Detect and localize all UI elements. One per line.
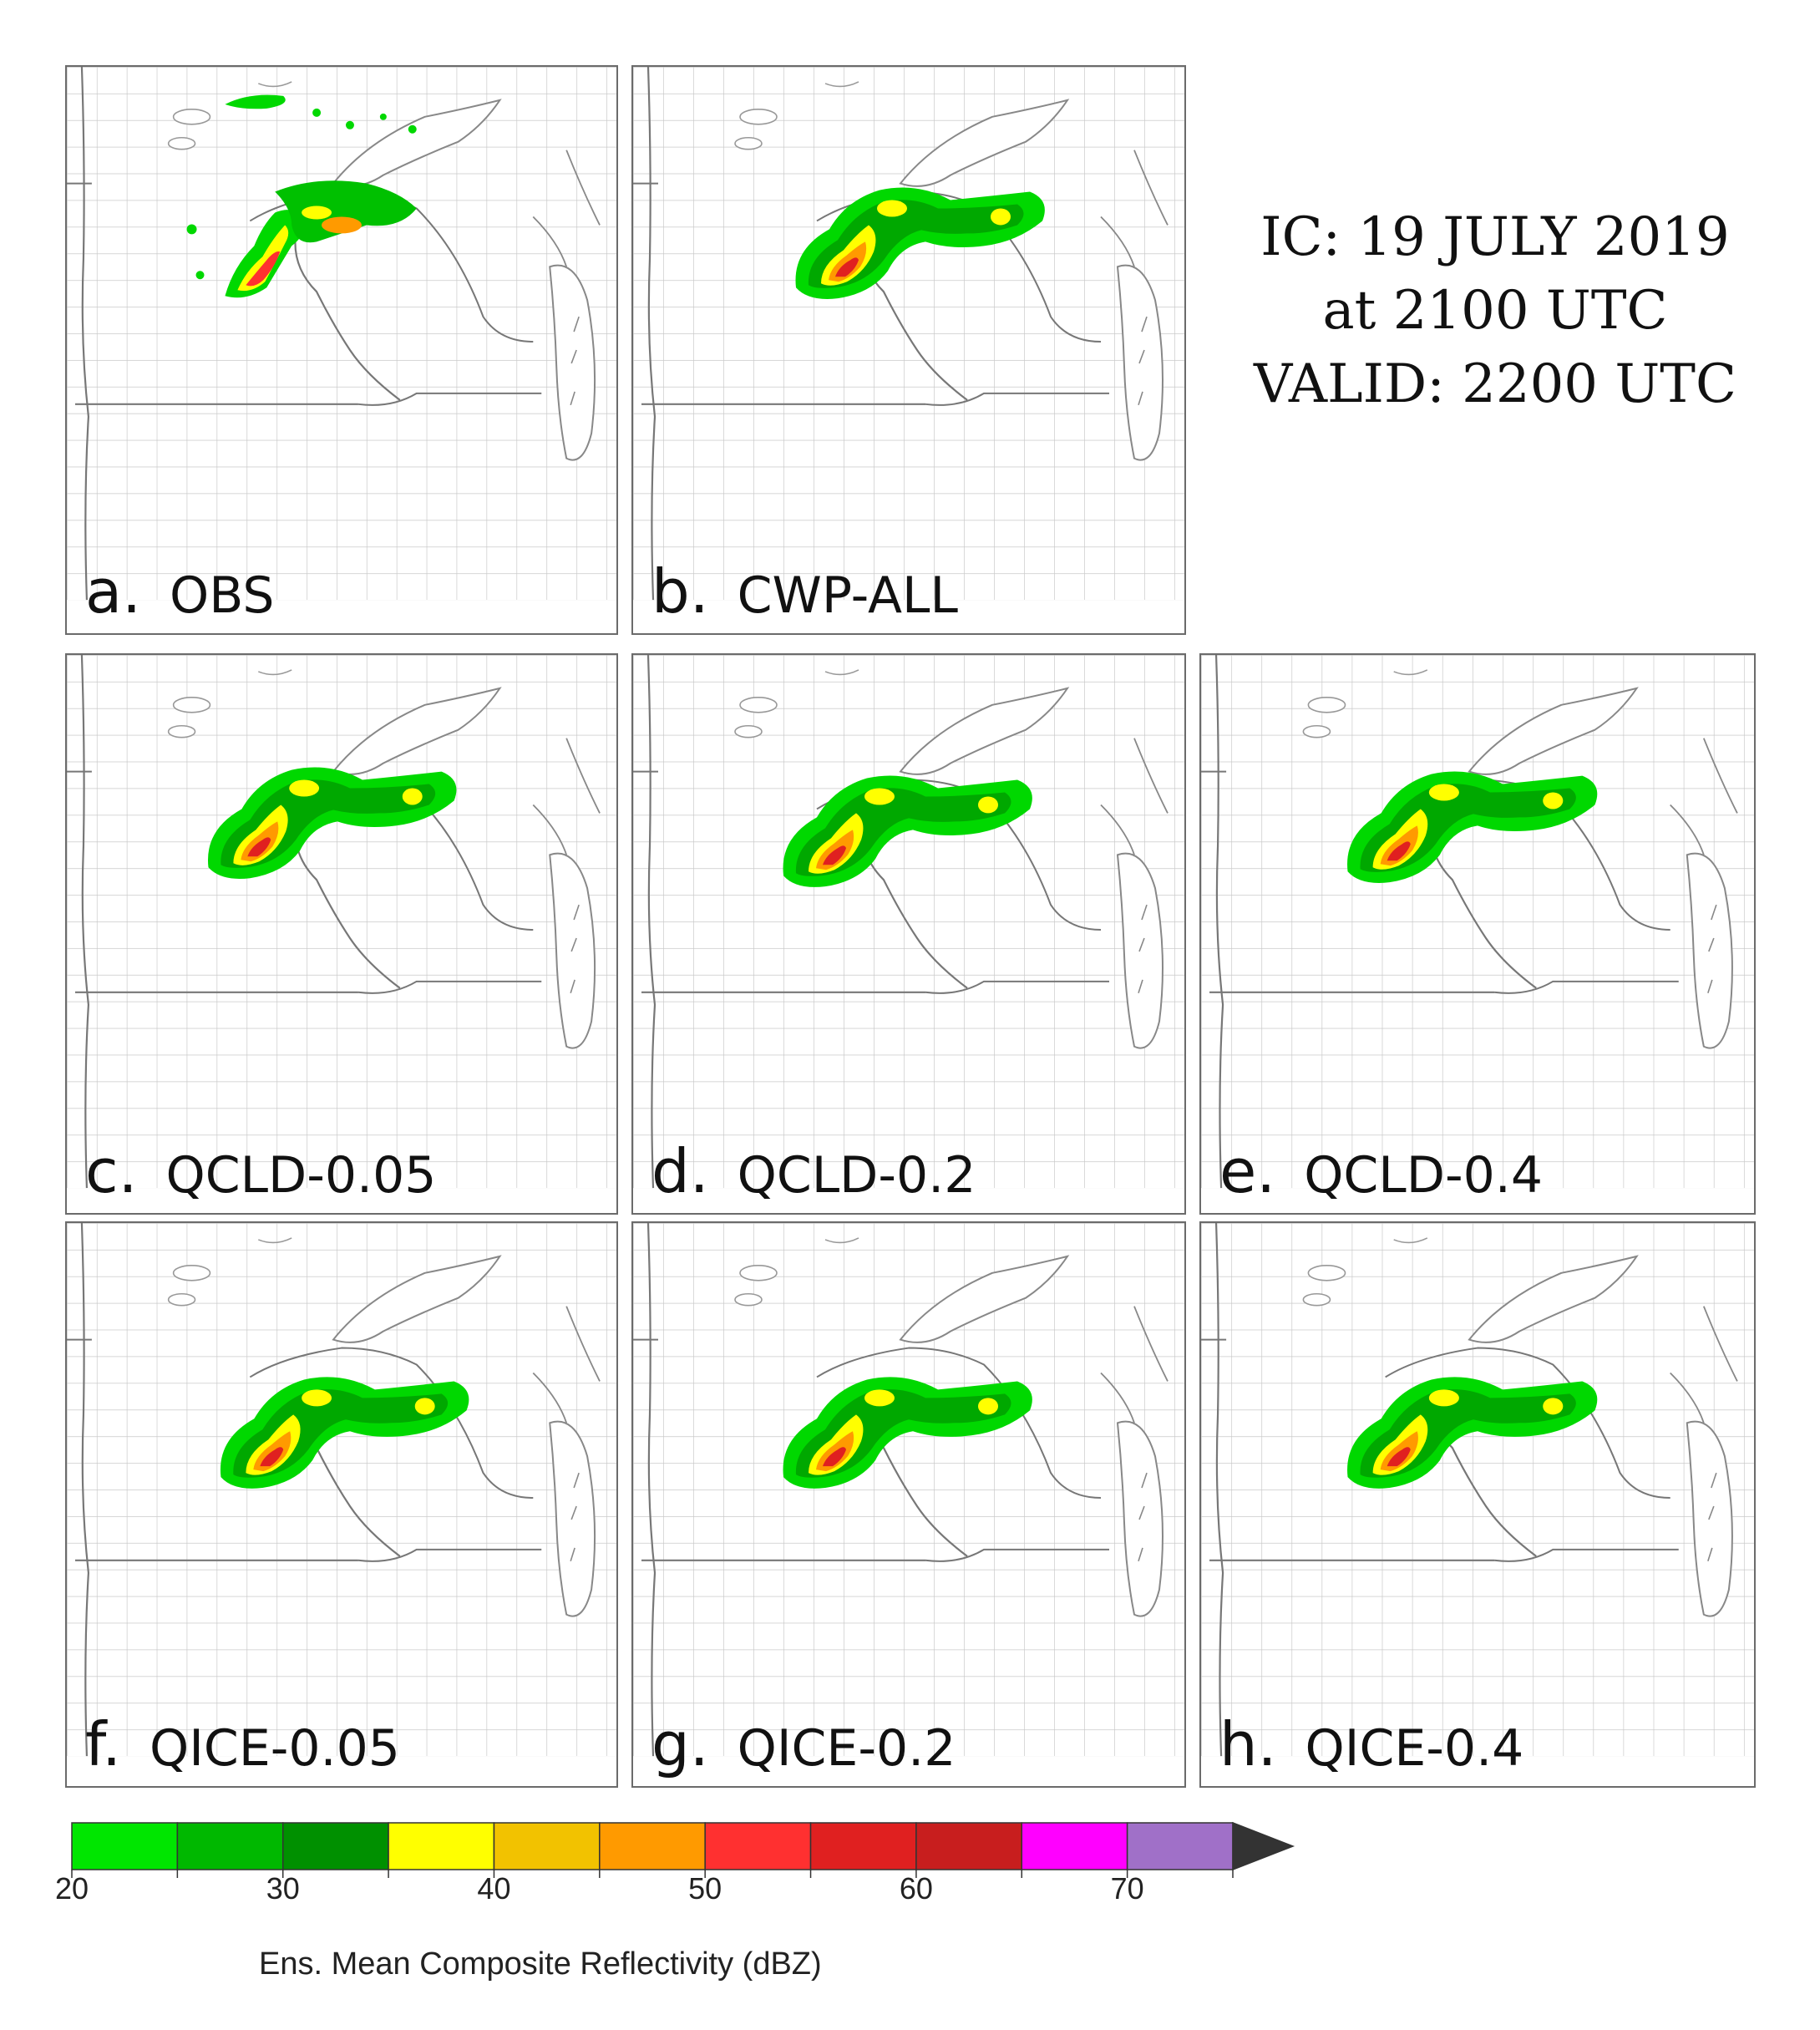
colorbar-bin [809, 1822, 917, 1870]
panel-name: QCLD-0.05 [165, 1146, 437, 1205]
colorbar-bin [176, 1822, 284, 1870]
basemap [67, 67, 616, 601]
panel-letter: e. [1219, 1136, 1276, 1206]
basemap [633, 655, 1184, 1190]
panel-name: QICE-0.05 [150, 1719, 400, 1778]
panel-letter: a. [85, 556, 142, 627]
colorbar-bin [915, 1822, 1023, 1870]
colorbar-bin [71, 1822, 179, 1870]
panel-b: b. CWP-ALL [631, 65, 1186, 635]
colorbar-bin [388, 1822, 495, 1870]
colorbar [71, 1821, 1295, 1878]
colorbar-bin [599, 1822, 706, 1870]
panel-label-g: g. QICE-0.2 [651, 1709, 956, 1779]
panel-label-d: d. QCLD-0.2 [651, 1136, 976, 1206]
panel-label-f: f. QICE-0.05 [85, 1709, 400, 1779]
colorbar-bin [281, 1822, 389, 1870]
panel-h: h. QICE-0.4 [1199, 1221, 1756, 1788]
basemap [67, 1223, 616, 1758]
panel-name: QCLD-0.2 [737, 1146, 976, 1205]
panel-label-e: e. QCLD-0.4 [1219, 1136, 1543, 1206]
panel-name: QICE-0.4 [1305, 1719, 1524, 1778]
colorbar-title: Ens. Mean Composite Reflectivity (dBZ) [259, 1946, 822, 1982]
panel-letter: b. [651, 556, 709, 627]
basemap [633, 1223, 1184, 1758]
forecast-time-info: IC: 19 JULY 2019 at 2100 UTC VALID: 2200… [1203, 200, 1787, 421]
colorbar-tick-label: 60 [899, 1871, 933, 1906]
colorbar-bin [1126, 1822, 1234, 1870]
basemap [1201, 1223, 1754, 1758]
panel-a: a. OBS [65, 65, 618, 635]
panel-label-c: c. QCLD-0.05 [85, 1136, 436, 1206]
panel-name: CWP-ALL [737, 566, 958, 625]
basemap [633, 67, 1184, 601]
panel-name: QICE-0.2 [737, 1719, 956, 1778]
colorbar-bin [704, 1822, 812, 1870]
colorbar-tick-label: 70 [1110, 1871, 1144, 1906]
ic-line: IC: 19 JULY 2019 [1260, 206, 1730, 268]
colorbar-tick-label: 50 [688, 1871, 722, 1906]
basemap [67, 655, 616, 1190]
colorbar-bin [493, 1822, 601, 1870]
panel-letter: g. [651, 1709, 709, 1779]
panel-label-h: h. QICE-0.4 [1219, 1709, 1523, 1779]
panel-c: c. QCLD-0.05 [65, 653, 618, 1215]
colorbar-tick-label: 20 [54, 1871, 89, 1906]
at-line: at 2100 UTC [1322, 280, 1668, 342]
panel-label-a: a. OBS [85, 556, 274, 627]
panel-letter: f. [85, 1709, 121, 1779]
panel-d: d. QCLD-0.2 [631, 653, 1186, 1215]
valid-line: VALID: 2200 UTC [1254, 353, 1736, 415]
basemap [1201, 655, 1754, 1190]
panel-f: f. QICE-0.05 [65, 1221, 618, 1788]
panel-label-b: b. CWP-ALL [651, 556, 958, 627]
colorbar-bin [1021, 1822, 1128, 1870]
colorbar-overflow-arrow [1232, 1821, 1295, 1871]
panel-g: g. QICE-0.2 [631, 1221, 1186, 1788]
panel-name: QCLD-0.4 [1304, 1146, 1544, 1205]
panel-letter: c. [85, 1136, 138, 1206]
colorbar-tick-label: 30 [266, 1871, 300, 1906]
panel-e: e. QCLD-0.4 [1199, 653, 1756, 1215]
panel-name: OBS [170, 566, 275, 625]
colorbar-tick-label: 40 [477, 1871, 511, 1906]
panel-letter: h. [1219, 1709, 1277, 1779]
panel-letter: d. [651, 1136, 709, 1206]
